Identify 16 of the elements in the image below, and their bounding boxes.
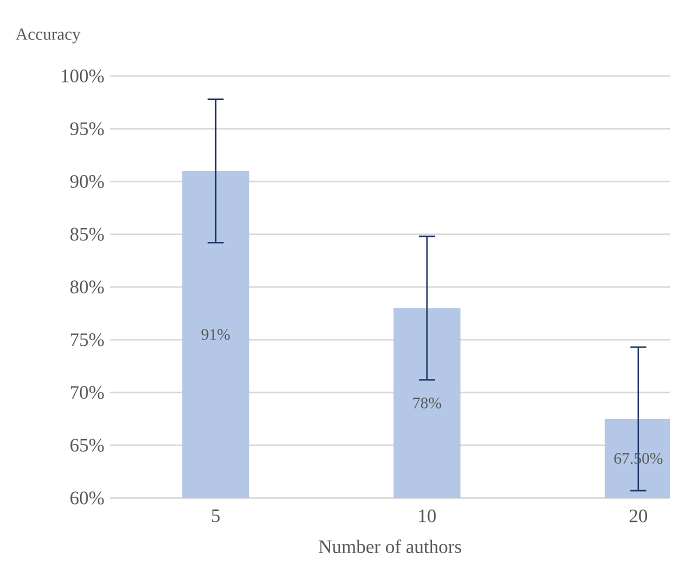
y-tick-label: 65% (70, 438, 104, 452)
y-tick-label: 100% (62, 70, 104, 82)
y-tick-label: 85% (70, 228, 104, 241)
x-tick-label: 10 (419, 510, 436, 522)
x-tick-label: 20 (630, 510, 648, 522)
data-label: 91% (202, 329, 230, 340)
y-tick-label: 90% (70, 175, 104, 188)
y-tick-label: 95% (70, 122, 104, 136)
data-label: 78% (413, 398, 442, 408)
y-tick-label: 70% (70, 386, 104, 399)
x-tick-label: 5 (212, 510, 220, 522)
y-tick-label: 75% (70, 333, 104, 346)
y-axis-title: Accuracy (16, 28, 81, 44)
x-axis-title: Number of authors (318, 540, 462, 554)
y-tick-label: 60% (70, 492, 104, 504)
y-tick-label: 80% (70, 280, 104, 294)
